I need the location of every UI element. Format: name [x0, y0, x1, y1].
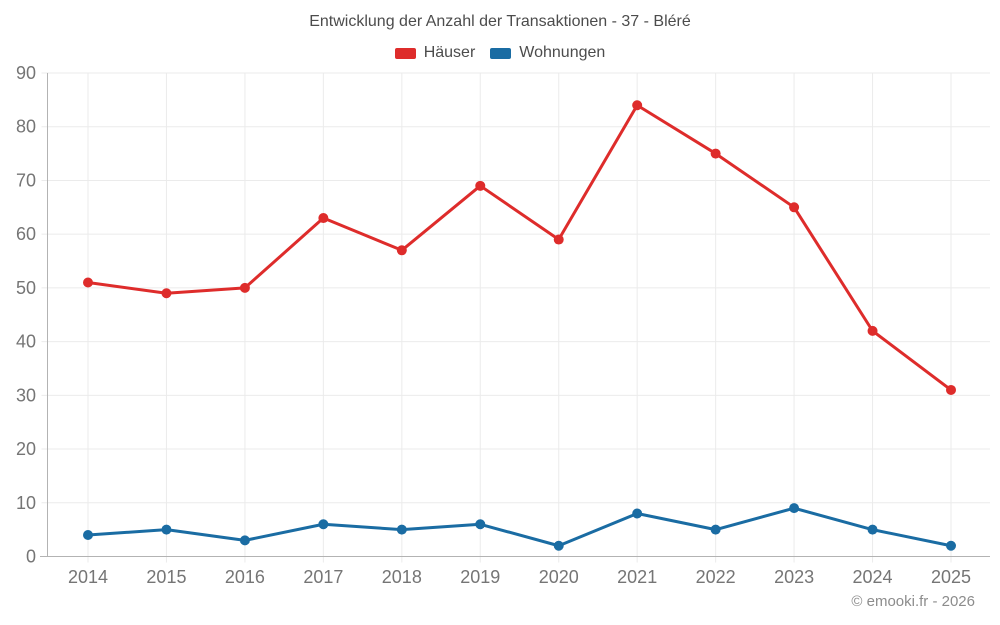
legend-swatch — [490, 47, 512, 59]
x-tick-label: 2025 — [931, 567, 971, 587]
legend-label: Häuser — [423, 44, 476, 61]
data-point — [867, 325, 878, 336]
x-tick-label: 2021 — [617, 567, 657, 587]
legend-swatch — [394, 47, 416, 59]
data-point — [789, 503, 800, 514]
data-point — [83, 530, 93, 541]
legend-item[interactable]: Wohnungen — [490, 44, 605, 62]
data-point — [318, 519, 329, 530]
copyright-footer: © emooki.fr - 2026 — [851, 593, 975, 610]
x-tick-label: 2016 — [225, 567, 265, 587]
x-tick-label: 2019 — [460, 567, 500, 587]
data-point — [710, 148, 721, 159]
y-tick-label: 60 — [16, 224, 36, 244]
x-tick-label: 2020 — [539, 567, 579, 587]
data-point — [946, 540, 956, 551]
data-point — [239, 282, 250, 293]
data-point — [632, 508, 643, 519]
data-point — [867, 524, 878, 535]
data-point — [946, 384, 956, 395]
series-line — [86, 506, 953, 548]
data-point — [553, 540, 564, 551]
x-tick-label: 2022 — [696, 567, 736, 587]
x-tick-label: 2023 — [774, 567, 814, 587]
data-point — [318, 213, 329, 224]
data-point — [789, 202, 800, 213]
x-tick-label: 2024 — [853, 567, 893, 587]
data-point — [161, 288, 172, 299]
series-line — [86, 103, 953, 392]
x-tick-label: 2017 — [303, 567, 343, 587]
data-point — [396, 245, 407, 256]
data-point — [475, 519, 486, 530]
y-tick-label: 90 — [16, 63, 36, 83]
legend-label: Wohnungen — [519, 44, 606, 61]
data-point — [161, 524, 172, 535]
data-point — [553, 234, 564, 245]
chart-title: Entwicklung der Anzahl der Transaktionen… — [309, 13, 691, 30]
data-point — [475, 180, 486, 191]
legend-item[interactable]: Häuser — [394, 44, 476, 62]
chart-legend: Häuser Wohnungen — [0, 44, 1000, 62]
y-tick-label: 20 — [16, 439, 36, 459]
y-tick-label: 10 — [16, 493, 36, 513]
y-tick-label: 80 — [16, 117, 36, 137]
data-point — [83, 277, 93, 288]
y-tick-label: 40 — [16, 332, 36, 352]
data-point — [239, 535, 250, 546]
x-tick-label: 2018 — [382, 567, 422, 587]
data-point — [632, 100, 643, 111]
x-tick-label: 2015 — [146, 567, 186, 587]
y-tick-label: 0 — [26, 547, 36, 567]
y-tick-label: 70 — [16, 170, 36, 190]
y-tick-label: 50 — [16, 278, 36, 298]
data-point — [396, 524, 407, 535]
y-tick-label: 30 — [16, 385, 36, 405]
x-tick-label: 2014 — [68, 567, 108, 587]
data-point — [710, 524, 721, 535]
